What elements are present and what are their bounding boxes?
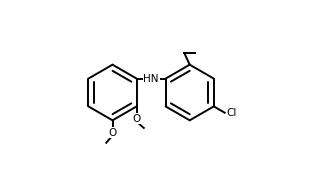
Text: HN: HN bbox=[143, 74, 159, 84]
Text: Cl: Cl bbox=[227, 108, 237, 118]
Text: O: O bbox=[132, 114, 141, 124]
Text: O: O bbox=[108, 128, 117, 138]
